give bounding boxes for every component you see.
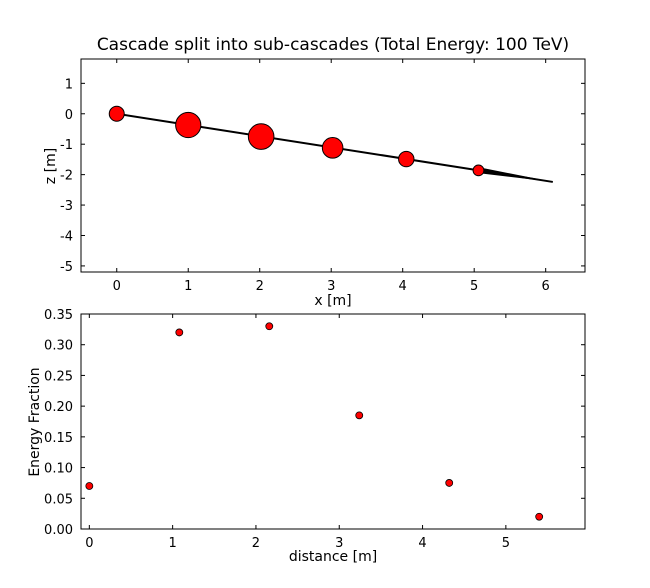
- top-y-axis-label: z [m]: [43, 148, 59, 184]
- sub-cascade-point: [398, 150, 415, 168]
- top-y-tick-label: -5: [60, 260, 73, 275]
- top-plot: 0 1 2 3 4 5 6 1 0 -1 -2 -3 -4 -5: [60, 58, 586, 294]
- energy-fraction-point: [265, 322, 274, 331]
- bottom-axis-ticks: 0 1 2 3 4 5 0.35 0.30 0.25 0.20 0.15 0.10 0.05 0.00: [44, 308, 585, 551]
- cascade-arrow-head: [477, 167, 553, 182]
- sub-cascade-point: [321, 137, 344, 159]
- bottom-y-tick-label: 0.25: [44, 369, 73, 384]
- bottom-x-tick-label: 2: [252, 536, 260, 551]
- bottom-plot-marks: [85, 322, 544, 521]
- bottom-y-tick-label: 0.20: [44, 400, 73, 415]
- top-axis-ticks: 0 1 2 3 4 5 6 1 0 -1 -2 -3 -4 -5: [60, 59, 585, 294]
- top-plot-marks: [108, 105, 553, 183]
- top-y-tick-label: 1: [65, 77, 73, 92]
- bottom-y-tick-label: 0.35: [44, 308, 73, 323]
- bottom-y-tick-label: 0.00: [44, 523, 73, 538]
- top-x-tick-label: 5: [470, 279, 478, 294]
- energy-fraction-point: [175, 328, 184, 337]
- bottom-y-axis-label: Energy Fraction: [27, 367, 43, 476]
- bottom-y-tick-label: 0.15: [44, 431, 73, 446]
- bottom-x-axis-label: distance [m]: [289, 549, 377, 565]
- top-x-tick-label: 1: [184, 279, 192, 294]
- top-x-tick-label: 4: [399, 279, 407, 294]
- bottom-x-tick-label: 1: [168, 536, 176, 551]
- top-x-tick-label: 3: [327, 279, 335, 294]
- top-y-tick-label: -1: [60, 138, 73, 153]
- sub-cascade-point: [247, 123, 275, 150]
- bottom-x-tick-label: 3: [335, 536, 343, 551]
- top-x-axis-label: x [m]: [314, 293, 351, 309]
- sub-cascade-point: [175, 111, 202, 139]
- energy-fraction-point: [445, 479, 454, 487]
- top-x-tick-label: 6: [542, 279, 550, 294]
- top-chart-title: Cascade split into sub-cascades (Total E…: [97, 35, 569, 55]
- sub-cascade-point: [472, 164, 485, 177]
- bottom-x-tick-label: 0: [85, 536, 93, 551]
- top-y-tick-label: 0: [65, 108, 73, 123]
- bottom-x-tick-label: 5: [502, 536, 510, 551]
- bottom-x-tick-label: 4: [418, 536, 426, 551]
- bottom-plot: 0 1 2 3 4 5 0.35 0.30 0.25 0.20 0.15 0.10 0.05 0.00: [44, 308, 586, 551]
- top-y-tick-label: -2: [60, 169, 73, 184]
- bottom-y-tick-label: 0.05: [44, 492, 73, 507]
- sub-cascade-point: [108, 105, 125, 122]
- energy-fraction-point: [85, 482, 94, 490]
- top-plot-frame: [80, 58, 586, 273]
- top-x-tick-label: 0: [113, 279, 121, 294]
- energy-fraction-point: [355, 411, 364, 420]
- bottom-y-tick-label: 0.30: [44, 339, 73, 354]
- bottom-y-tick-label: 0.10: [44, 462, 73, 477]
- bottom-plot-frame: [80, 313, 586, 530]
- top-y-tick-label: -3: [60, 199, 73, 214]
- top-y-tick-label: -4: [60, 229, 73, 244]
- energy-fraction-point: [535, 512, 544, 521]
- top-x-tick-label: 2: [256, 279, 264, 294]
